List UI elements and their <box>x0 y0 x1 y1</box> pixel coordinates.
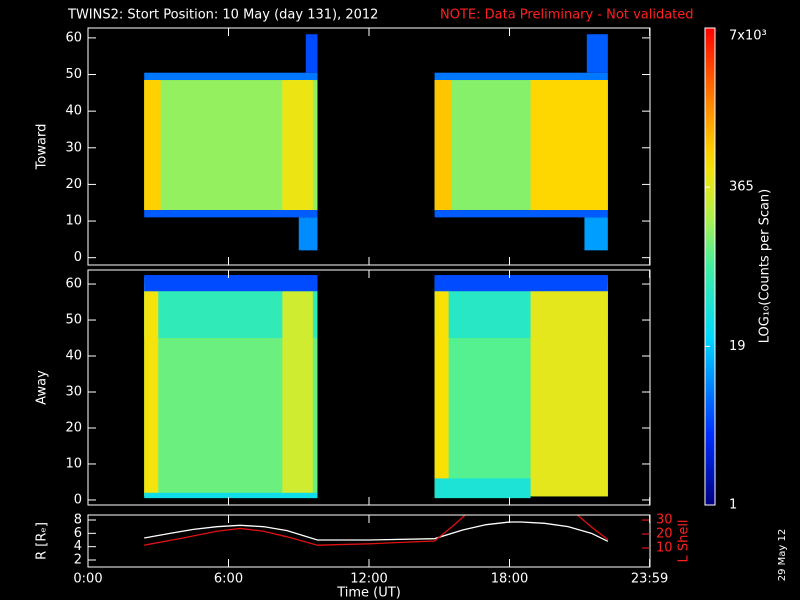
heatmap-cell <box>434 275 608 292</box>
heatmap-cell <box>298 217 318 251</box>
heatmap-cell <box>586 34 608 73</box>
heatmap-cell <box>434 210 608 218</box>
date-stamp: 29 May 12 <box>777 529 788 581</box>
y-tick-label: 40 <box>65 104 82 119</box>
heatmap-cell <box>144 275 318 292</box>
heatmap-cell <box>144 492 318 499</box>
y-tick-label: 60 <box>65 30 82 45</box>
heatmap-cell <box>282 291 313 497</box>
chart-title: TWINS2: Stort Position: 10 May (day 131)… <box>67 8 378 23</box>
x-axis-label: Time (UT) <box>336 586 401 600</box>
colorbar-label: LOG₁₀(Counts per Scan) <box>758 189 773 344</box>
heatmap-cell <box>434 478 531 499</box>
y2-tick-label: 20 <box>656 527 673 542</box>
y-tick-label: 6 <box>74 526 82 541</box>
heatmap-cell <box>434 291 449 497</box>
y-tick-label: 20 <box>65 420 82 435</box>
x-tick-label: 18:00 <box>491 572 528 587</box>
colorbar-tick-label: 1 <box>729 498 737 513</box>
y-tick-label: 20 <box>65 177 82 192</box>
y-tick-label: 40 <box>65 349 82 364</box>
y-tick-label: 10 <box>65 456 82 471</box>
colorbar <box>704 27 716 506</box>
y-tick-label: 30 <box>65 140 82 155</box>
y-tick-label: 8 <box>74 513 82 528</box>
heatmap-cell <box>305 34 318 73</box>
colorbar-tick-label: 19 <box>729 339 746 354</box>
plot-area <box>144 275 608 499</box>
heatmap-cell <box>434 72 608 81</box>
y-tick-label: 10 <box>65 214 82 229</box>
x-tick-label: 6:00 <box>214 572 243 587</box>
y-tick-label: 0 <box>74 492 82 507</box>
y-tick-label: 2 <box>74 553 82 568</box>
y-tick-label: 4 <box>74 539 82 554</box>
y-tick-label: 30 <box>65 384 82 399</box>
heatmap-cell <box>434 80 451 211</box>
y2-tick-label: 10 <box>656 540 673 555</box>
x-tick-label: 12:00 <box>350 572 387 587</box>
y-axis-label: Away <box>35 370 50 405</box>
plot-area <box>144 515 609 546</box>
heatmap-cell <box>530 284 608 497</box>
colorbar-tick-label: 365 <box>729 180 754 195</box>
heatmap-cell <box>282 80 313 211</box>
y-tick-label: 0 <box>74 250 82 265</box>
y-axis-label: Toward <box>35 124 50 171</box>
y-axis-label: R [Rₑ] <box>35 522 50 560</box>
x-tick-label: 0:00 <box>73 572 102 587</box>
heatmap-cell <box>144 72 318 81</box>
heatmap-cell <box>584 217 608 251</box>
x-tick-label: 23:59 <box>631 572 668 587</box>
heatmap-cell <box>144 291 159 497</box>
y-tick-label: 50 <box>65 67 82 82</box>
heatmap-cell <box>144 210 318 218</box>
y2-axis-label: L Shell <box>677 519 692 562</box>
note: NOTE: Data Preliminary - Not validated <box>440 8 694 23</box>
heatmap-cell <box>144 80 161 211</box>
line <box>144 515 609 546</box>
line <box>144 521 609 542</box>
y-tick-label: 50 <box>65 313 82 328</box>
y2-tick-label: 30 <box>656 513 673 528</box>
plot-area <box>144 34 608 251</box>
colorbar-tick-label: 7x10³ <box>729 29 767 44</box>
y-tick-label: 60 <box>65 277 82 292</box>
heatmap-cell <box>530 80 608 211</box>
